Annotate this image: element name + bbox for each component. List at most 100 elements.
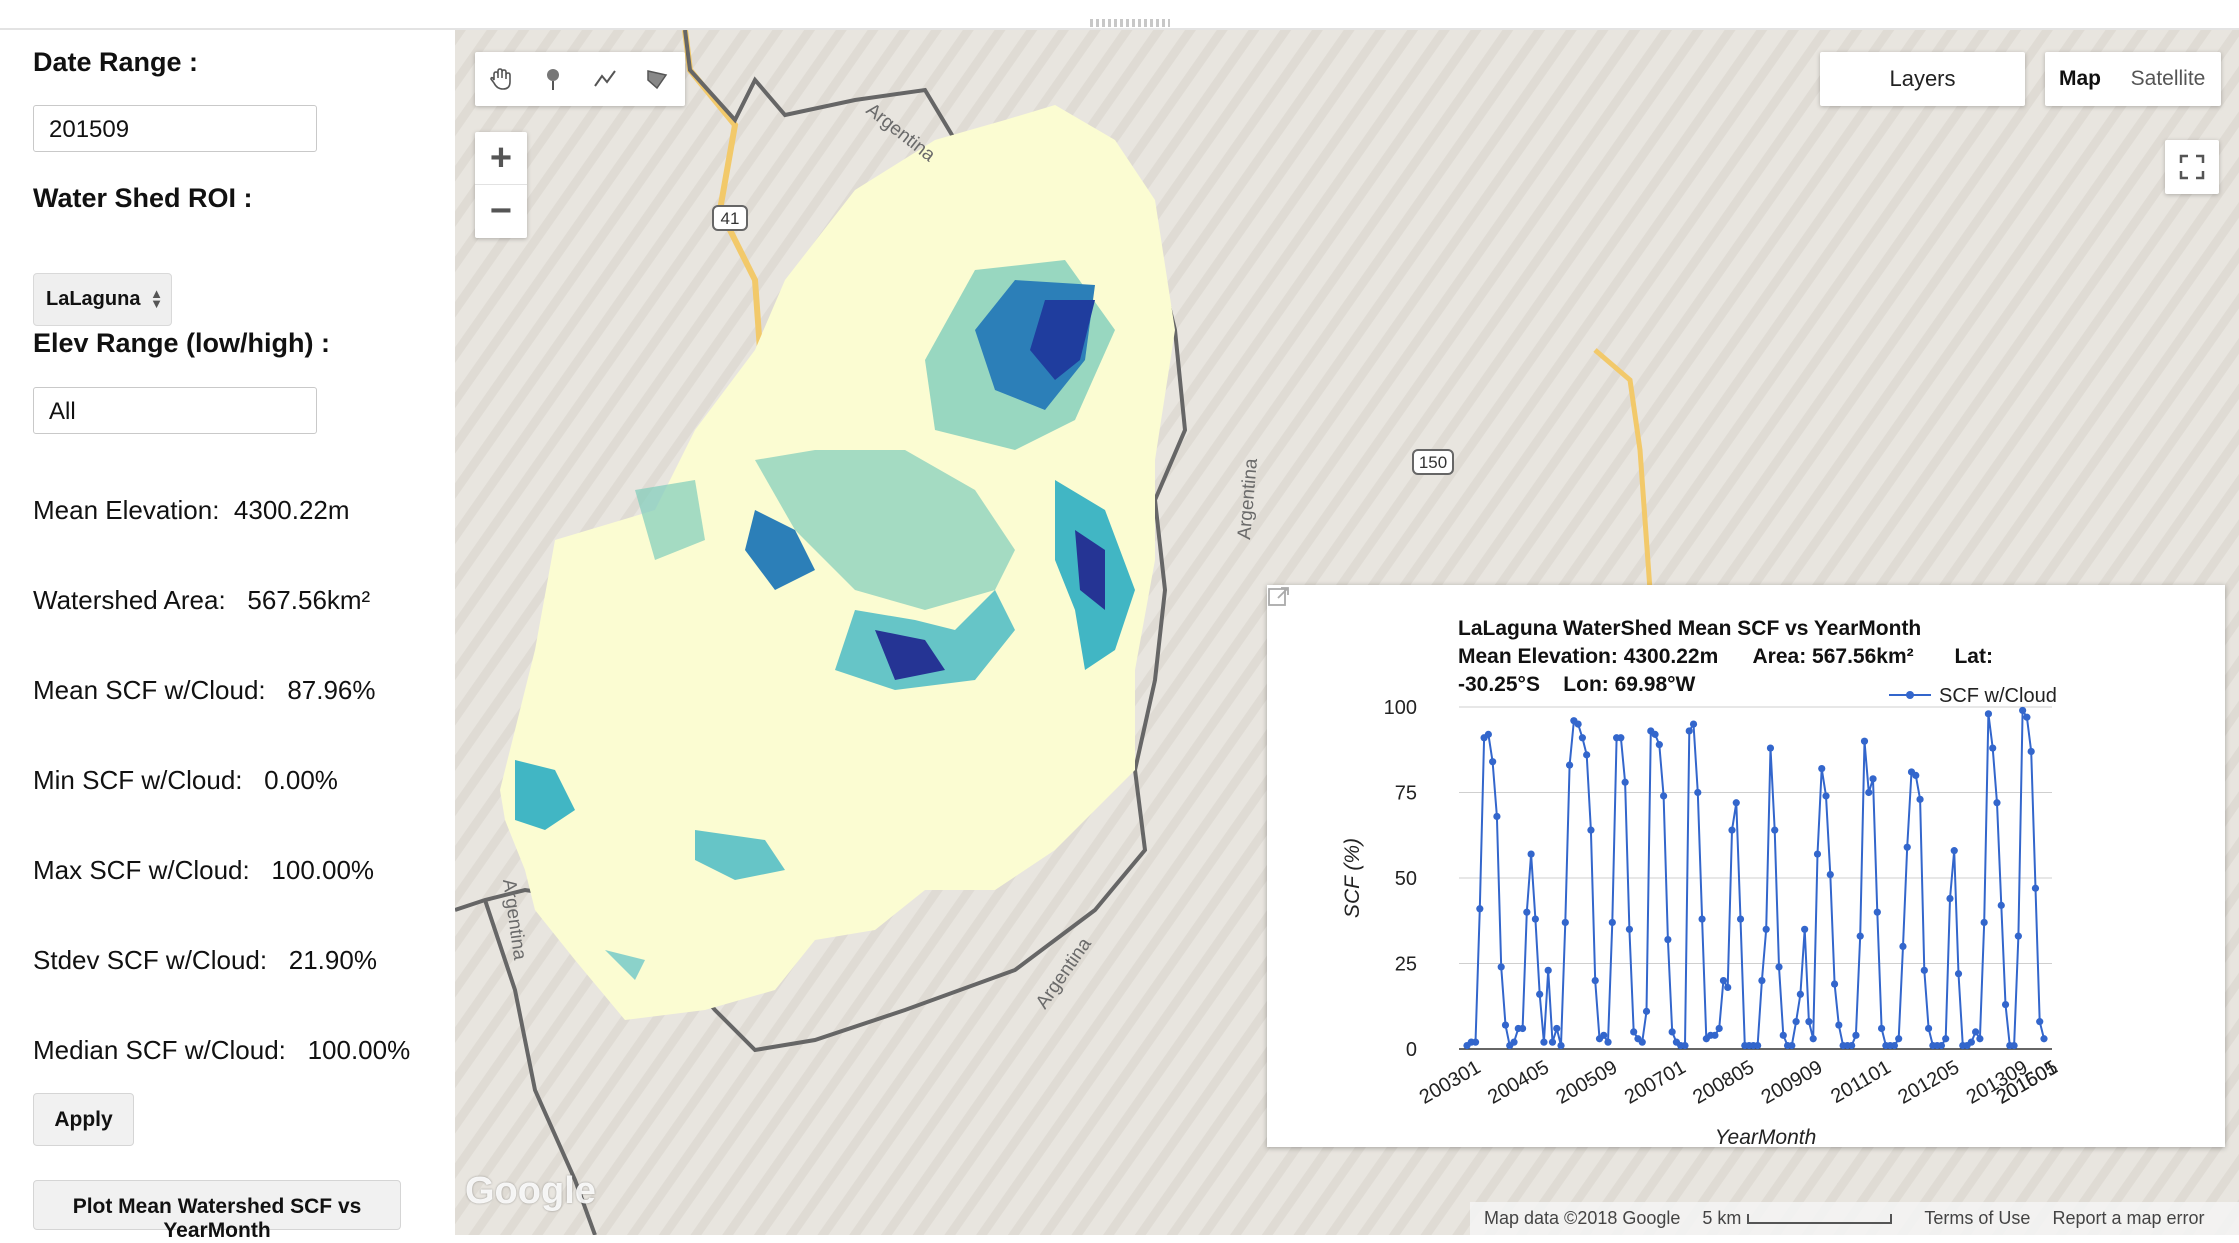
data-point <box>1523 909 1530 916</box>
data-point <box>1831 980 1838 987</box>
data-point <box>1852 1032 1859 1039</box>
resize-grip[interactable] <box>1090 19 1170 27</box>
data-point <box>1575 721 1582 728</box>
map-attribution-bar: Map data ©2018 Google 5 km Terms of Use … <box>1470 1202 2239 1235</box>
layers-button[interactable]: Layers <box>1820 52 2025 106</box>
watershed-label: Water Shed ROI : <box>33 183 253 214</box>
y-tick-label: 75 <box>1395 783 1417 805</box>
data-point <box>1835 1021 1842 1028</box>
data-point <box>1775 963 1782 970</box>
data-point <box>1592 977 1599 984</box>
zoom-out-button[interactable]: − <box>475 185 527 238</box>
date-input[interactable]: 201509 <box>33 105 317 152</box>
data-point <box>1566 762 1573 769</box>
data-point <box>1651 731 1658 738</box>
attribution-text: Map data ©2018 Google <box>1484 1208 1680 1229</box>
data-point <box>1938 1042 1945 1049</box>
data-point <box>1587 827 1594 834</box>
data-point <box>1869 775 1876 782</box>
stat-max-scf: Max SCF w/Cloud: 100.00% <box>33 855 374 886</box>
map-type-control: Map Satellite <box>2045 52 2221 106</box>
data-point <box>1946 895 1953 902</box>
x-axis-label: YearMonth <box>1715 1126 1817 1147</box>
elev-input[interactable]: All <box>33 387 317 434</box>
data-point <box>1857 933 1864 940</box>
data-point <box>1686 727 1693 734</box>
data-point <box>1643 1008 1650 1015</box>
marker-tool-button[interactable] <box>527 52 579 106</box>
data-point <box>2010 1042 2017 1049</box>
data-point <box>2023 714 2030 721</box>
data-point <box>1489 758 1496 765</box>
data-point <box>1861 738 1868 745</box>
data-point <box>1617 734 1624 741</box>
x-tick-label: 200805 <box>1689 1056 1758 1108</box>
y-tick-label: 100 <box>1384 697 1417 719</box>
zoom-control: + − <box>475 132 527 238</box>
data-point <box>1891 1042 1898 1049</box>
data-point <box>1660 792 1667 799</box>
data-point <box>2019 707 2026 714</box>
data-point <box>1989 744 1996 751</box>
data-point <box>1981 919 1988 926</box>
zoom-in-button[interactable]: + <box>475 132 527 185</box>
data-point <box>1519 1025 1526 1032</box>
data-point <box>1955 970 1962 977</box>
scale-label: 5 km <box>1702 1208 1741 1229</box>
hand-tool-button[interactable] <box>475 52 527 106</box>
data-point <box>1502 1021 1509 1028</box>
stat-mean-scf: Mean SCF w/Cloud: 87.96% <box>33 675 376 706</box>
data-point <box>1630 1028 1637 1035</box>
map-type-satellite[interactable]: Satellite <box>2115 52 2221 106</box>
plot-scf-button[interactable]: Plot Mean Watershed SCF vs YearMonth <box>33 1180 401 1230</box>
data-point <box>1976 1035 1983 1042</box>
data-point <box>1622 779 1629 786</box>
data-point <box>1664 936 1671 943</box>
terms-link[interactable]: Terms of Use <box>1924 1208 2030 1229</box>
data-point <box>1694 789 1701 796</box>
data-point <box>1968 1039 1975 1046</box>
chart-panel: LaLaguna WaterShed Mean SCF vs YearMonth… <box>1267 585 2225 1147</box>
data-point <box>1737 915 1744 922</box>
data-point <box>1510 1039 1517 1046</box>
data-point <box>1536 991 1543 998</box>
y-tick-label: 25 <box>1395 954 1417 976</box>
polygon-icon <box>644 66 670 92</box>
fullscreen-button[interactable] <box>2165 140 2219 194</box>
data-point <box>1540 1039 1547 1046</box>
stat-mean-elevation: Mean Elevation: 4300.22m <box>33 495 350 526</box>
x-tick-label: 200405 <box>1484 1056 1553 1108</box>
data-point <box>1728 827 1735 834</box>
data-point <box>1562 919 1569 926</box>
map-view[interactable]: 41 150 Argentina Argentina Argentina Arg… <box>455 30 2239 1235</box>
watershed-select[interactable]: LaLaguna ▲ ▼ <box>33 273 172 326</box>
data-point <box>1814 850 1821 857</box>
data-point <box>2002 1001 2009 1008</box>
data-point <box>2040 1035 2047 1042</box>
data-point <box>1874 909 1881 916</box>
data-point <box>1532 915 1539 922</box>
apply-button[interactable]: Apply <box>33 1093 134 1146</box>
data-point <box>1626 926 1633 933</box>
data-point <box>1899 943 1906 950</box>
polygon-tool-button[interactable] <box>631 52 683 106</box>
drawing-toolbar <box>475 52 685 106</box>
data-point <box>1921 967 1928 974</box>
sidebar: Date Range : 201509 Water Shed ROI : LaL… <box>0 30 455 1235</box>
x-tick-label: 200509 <box>1552 1056 1621 1108</box>
elev-range-label: Elev Range (low/high) : <box>33 328 330 359</box>
data-point <box>1545 967 1552 974</box>
data-point <box>1904 844 1911 851</box>
data-point <box>1780 1032 1787 1039</box>
data-point <box>1998 902 2005 909</box>
line-tool-button[interactable] <box>579 52 631 106</box>
data-point <box>1993 799 2000 806</box>
data-point <box>1895 1035 1902 1042</box>
top-bar <box>0 0 2239 30</box>
data-point <box>1579 734 1586 741</box>
map-type-map[interactable]: Map <box>2045 52 2115 106</box>
data-point <box>1553 1025 1560 1032</box>
data-point <box>1916 796 1923 803</box>
report-link[interactable]: Report a map error <box>2052 1208 2204 1229</box>
stat-min-scf: Min SCF w/Cloud: 0.00% <box>33 765 338 796</box>
